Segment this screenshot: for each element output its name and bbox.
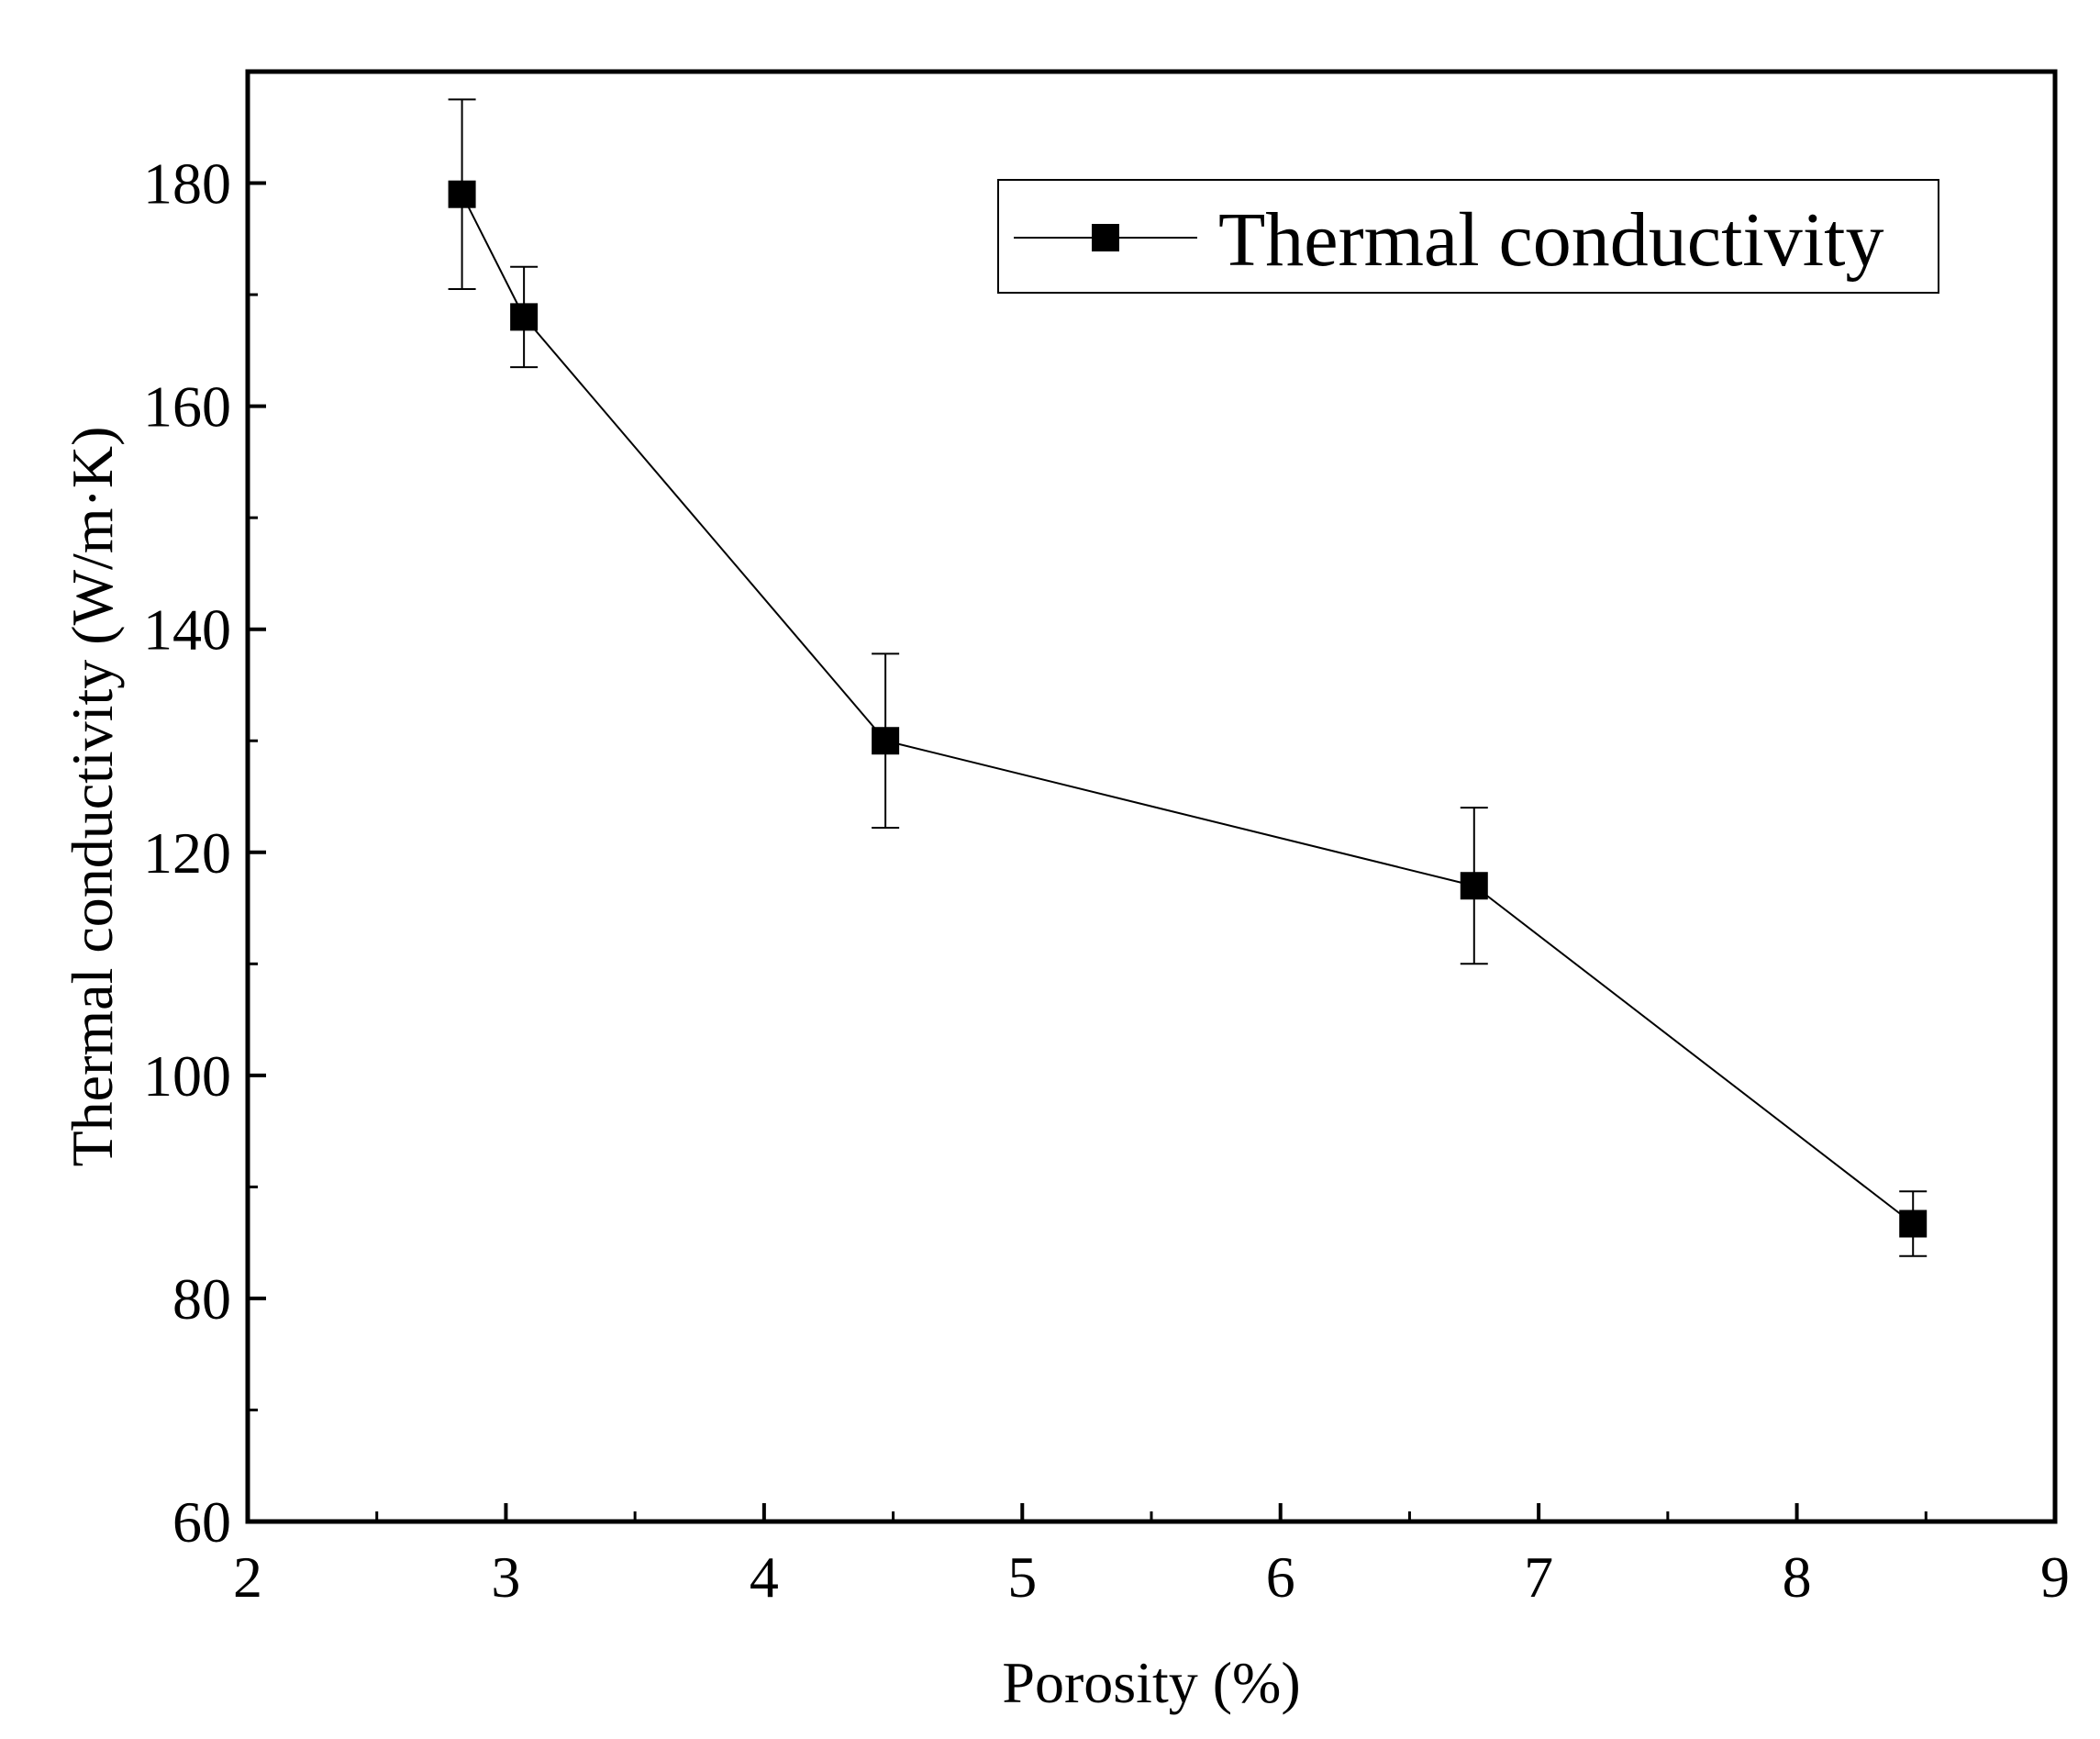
legend-marker-square bbox=[1092, 224, 1119, 251]
y-tick-label: 160 bbox=[143, 374, 231, 440]
y-tick-label: 180 bbox=[143, 151, 231, 217]
x-tick-label: 4 bbox=[750, 1544, 779, 1610]
x-axis-title: Porosity (%) bbox=[1002, 1650, 1300, 1715]
x-tick-label: 3 bbox=[491, 1544, 520, 1610]
data-point-marker bbox=[510, 303, 539, 331]
data-point-marker bbox=[1460, 872, 1488, 900]
x-tick-label: 8 bbox=[1783, 1544, 1812, 1610]
y-tick-label: 60 bbox=[172, 1489, 231, 1555]
data-markers-group bbox=[448, 180, 1928, 1238]
y-tick-label: 80 bbox=[172, 1266, 231, 1332]
series-segment bbox=[461, 194, 526, 318]
x-axis-tick-labels: 2 3 4 5 6 7 8 9 bbox=[233, 1544, 2070, 1610]
x-tick-label: 5 bbox=[1007, 1544, 1037, 1610]
y-tick-label: 140 bbox=[143, 597, 231, 663]
series-line-group bbox=[461, 194, 1914, 1225]
series-segment bbox=[1473, 885, 1914, 1225]
x-tick-label: 7 bbox=[1524, 1544, 1553, 1610]
x-tick-label: 2 bbox=[233, 1544, 262, 1610]
y-axis-ticks bbox=[248, 181, 266, 1523]
legend-box bbox=[997, 179, 1939, 294]
series-segment bbox=[523, 316, 886, 741]
data-point-marker bbox=[1899, 1209, 1928, 1238]
series-segment bbox=[884, 740, 1475, 887]
x-tick-label: 9 bbox=[2040, 1544, 2070, 1610]
data-point-marker bbox=[448, 180, 476, 208]
legend-label: Thermal conductivity bbox=[1218, 197, 1883, 283]
data-point-marker bbox=[872, 727, 900, 755]
y-axis-title: Thermal conductivity (W/m·K) bbox=[60, 427, 125, 1167]
x-tick-label: 6 bbox=[1266, 1544, 1295, 1610]
y-tick-label: 100 bbox=[143, 1043, 231, 1109]
y-axis-tick-labels: 60 80 100 120 140 160 180 bbox=[143, 151, 231, 1555]
legend: Thermal conductivity bbox=[997, 179, 1939, 294]
y-tick-label: 120 bbox=[143, 820, 231, 886]
x-axis-ticks bbox=[246, 1503, 2057, 1522]
